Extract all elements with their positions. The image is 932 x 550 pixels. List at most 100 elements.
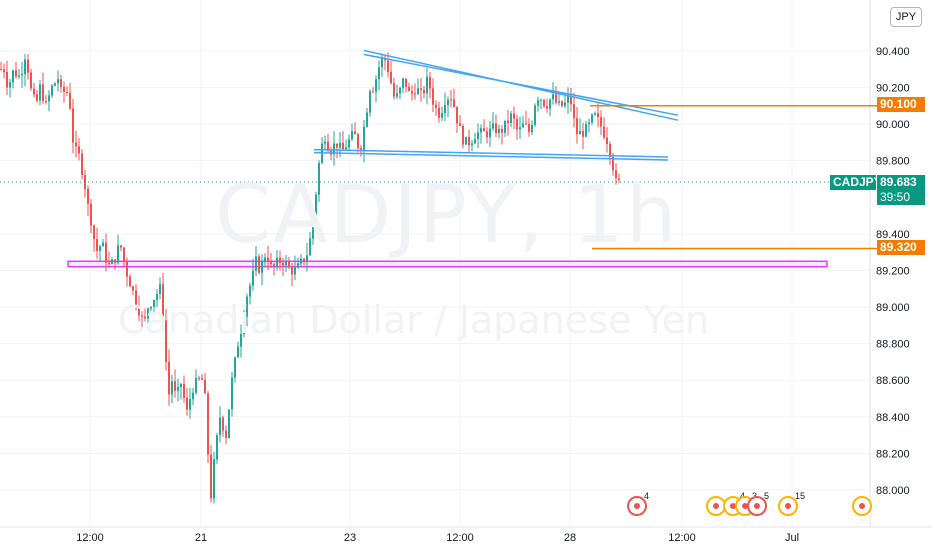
candle-body: [270, 261, 272, 265]
candle-body: [483, 128, 485, 132]
candle-body: [132, 286, 134, 291]
candle-body: [282, 263, 284, 266]
candle-body: [504, 120, 506, 133]
candle-body: [465, 136, 467, 145]
support-zone: [67, 260, 828, 268]
candle-body: [603, 126, 605, 138]
time-tick-label: 28: [564, 532, 576, 544]
candle-body: [156, 293, 158, 301]
candle-body: [51, 85, 53, 96]
candle-body: [258, 256, 260, 273]
event-count: 15: [795, 491, 805, 501]
candle-body: [150, 307, 152, 309]
candle-body: [387, 60, 389, 72]
candle-body: [267, 257, 269, 262]
candle-body: [324, 141, 326, 144]
candle-body: [87, 188, 89, 204]
candle-body: [246, 296, 248, 317]
candle-body: [507, 120, 509, 123]
candle-body: [174, 381, 176, 391]
event-marker[interactable]: [706, 496, 726, 516]
candle-body: [489, 128, 491, 138]
candle-body: [423, 89, 425, 94]
candle-body: [513, 113, 515, 119]
candle-body: [72, 108, 74, 143]
candle-body: [147, 308, 149, 319]
candle-body: [363, 126, 365, 151]
candle-body: [552, 94, 554, 100]
price-tick-label: 90.200: [876, 82, 910, 94]
candle-body: [447, 99, 449, 106]
candle-body: [426, 76, 428, 94]
candle-body: [24, 59, 26, 75]
event-marker-dot: [742, 503, 748, 509]
event-count: 3: [752, 491, 757, 501]
event-marker[interactable]: 15: [778, 491, 805, 516]
candle-body: [327, 141, 329, 151]
candle-body: [606, 137, 608, 145]
candle-body: [297, 263, 299, 268]
currency-badge[interactable]: JPY: [890, 7, 922, 27]
candle-body: [252, 270, 254, 286]
price-tick-label: 89.200: [876, 265, 910, 277]
candle-body: [417, 88, 419, 95]
candle-body: [105, 242, 107, 263]
time-tick-label: 12:00: [446, 532, 474, 544]
candle-body: [618, 178, 620, 180]
candle-body: [420, 88, 422, 90]
candle-body: [585, 124, 587, 137]
event-count: 4: [644, 491, 649, 501]
price-tick-label: 89.000: [876, 302, 910, 314]
event-marker[interactable]: 4: [627, 491, 649, 516]
candle-body: [360, 148, 362, 151]
candle-body: [45, 101, 47, 103]
last-price-label: 89.683: [877, 175, 925, 190]
candle-body: [357, 134, 359, 149]
candle-body: [36, 94, 38, 101]
candle-body: [273, 264, 275, 267]
candle-body: [546, 106, 548, 109]
event-marker[interactable]: 5: [747, 491, 769, 516]
candle-body: [501, 128, 503, 133]
trendline-lower-parallel: [313, 151, 669, 161]
candle-body: [471, 143, 473, 146]
candle-body: [207, 393, 209, 455]
candle-body: [456, 106, 458, 124]
candle-body: [396, 93, 398, 97]
candle-body: [486, 131, 488, 138]
price-tick-label: 90.400: [876, 46, 910, 58]
event-markers: 4 4 3 5 15: [627, 491, 872, 516]
candle-body: [300, 258, 302, 264]
candle-body: [468, 136, 470, 146]
event-marker[interactable]: [852, 496, 872, 516]
candle-body: [30, 72, 32, 89]
candle-body: [288, 261, 290, 268]
time-tick-label: 12:00: [668, 532, 696, 544]
candle-body: [39, 84, 41, 101]
candle-body: [525, 123, 527, 125]
candle-body: [537, 100, 539, 106]
candle-body: [12, 70, 14, 83]
candle-body: [594, 113, 596, 115]
candle-body: [228, 409, 230, 438]
candle-body: [120, 245, 122, 248]
candle-body: [474, 139, 476, 144]
candle-body: [411, 91, 413, 94]
candle-body: [27, 59, 29, 73]
price-tick-label: 90.000: [876, 119, 910, 131]
candle-body: [75, 142, 77, 147]
candle-body: [441, 113, 443, 118]
candle-body: [429, 76, 431, 89]
candle-body: [90, 203, 92, 226]
event-count: 5: [764, 491, 769, 501]
candle-body: [459, 123, 461, 127]
candle-body: [564, 102, 566, 106]
candle-body: [240, 333, 242, 347]
candle-body: [180, 383, 182, 388]
candle-body: [81, 153, 83, 175]
candle-body: [201, 378, 203, 380]
symbol-label: CADJPY: [830, 175, 882, 190]
candle-body: [192, 392, 194, 400]
candle-body: [186, 397, 188, 410]
